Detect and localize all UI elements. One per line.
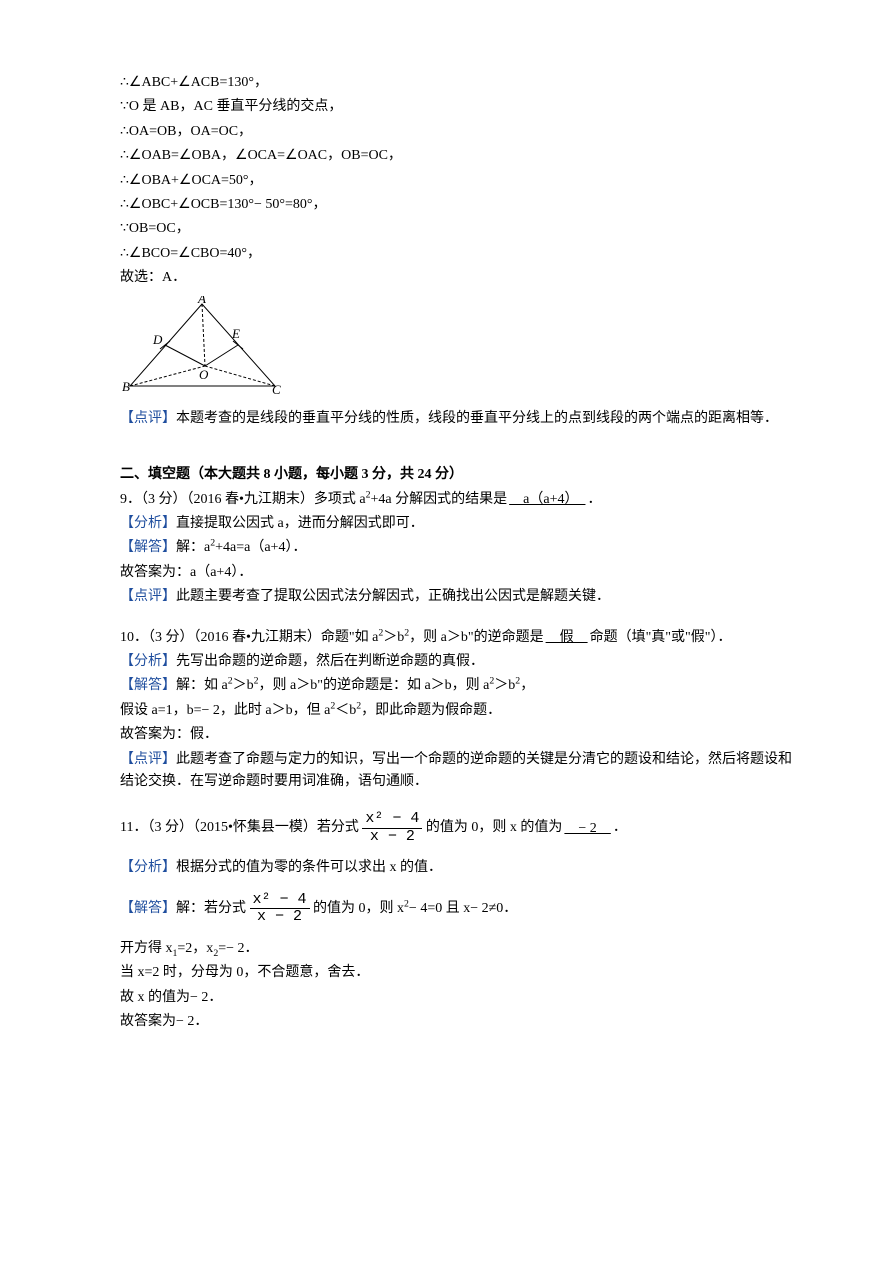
- q10-blank: 假: [544, 630, 590, 645]
- q10-answer-2: 假设 a=1，b=− 2，此时 a＞b，但 a2＜b2，即此命题为假命题．: [120, 700, 792, 722]
- q8-step-6: ∴∠OBC+∠OCB=130°− 50°=80°，: [120, 194, 792, 216]
- document-page: ∴∠ABC+∠ACB=130°， ∵O 是 AB，AC 垂直平分线的交点， ∴O…: [0, 0, 892, 1095]
- q8-step-1: ∴∠ABC+∠ACB=130°，: [120, 72, 792, 94]
- q9-answer-1: 【解答】解：a2+4a=a（a+4）．: [120, 537, 792, 559]
- answer-label: 【解答】: [120, 678, 176, 693]
- q9-analysis: 【分析】直接提取公因式 a，进而分解因式即可．: [120, 513, 792, 535]
- vertex-B-label: B: [122, 379, 130, 394]
- fraction-1: x² − 4 x − 2: [362, 811, 422, 845]
- q8-step-5: ∴∠OBA+∠OCA=50°，: [120, 170, 792, 192]
- triangle-figure: A B C D E O: [120, 296, 792, 404]
- q8-step-2: ∵O 是 AB，AC 垂直平分线的交点，: [120, 96, 792, 118]
- q10-answer-1: 【解答】解：如 a2＞b2，则 a＞b"的逆命题是：如 a＞b，则 a2＞b2，: [120, 675, 792, 697]
- q10-answer-3: 故答案为：假．: [120, 724, 792, 746]
- q10-analysis: 【分析】先写出命题的逆命题，然后在判断逆命题的真假．: [120, 651, 792, 673]
- q11-answer-5: 故 x 的值为− 2．: [120, 987, 792, 1009]
- analysis-label: 【分析】: [120, 516, 176, 531]
- q11-blank: − 2: [562, 821, 612, 836]
- answer-label: 【解答】: [120, 540, 176, 555]
- q11-stem: 11．（3 分）（2015•怀集县一模）若分式 x² − 4 x − 2 的值为…: [120, 811, 792, 845]
- q8-comment: 【点评】本题考查的是线段的垂直平分线的性质，线段的垂直平分线上的点到线段的两个端…: [120, 408, 792, 430]
- q9-blank: a（a+4）: [507, 492, 587, 507]
- q8-step-7: ∵OB=OC，: [120, 218, 792, 240]
- q10-comment: 【点评】此题考查了命题与定力的知识，写出一个命题的逆命题的关键是分清它的题设和结…: [120, 749, 792, 794]
- q9-comment: 【点评】此题主要考查了提取公因式法分解因式，正确找出公因式是解题关键．: [120, 586, 792, 608]
- section-2-title: 二、填空题（本大题共 8 小题，每小题 3 分，共 24 分）: [120, 464, 792, 486]
- q8-step-3: ∴OA=OB，OA=OC，: [120, 121, 792, 143]
- comment-label: 【点评】: [120, 589, 176, 604]
- q8-step-8: ∴∠BCO=∠CBO=40°，: [120, 243, 792, 265]
- vertex-A-label: A: [197, 296, 206, 306]
- answer-label: 【解答】: [120, 901, 176, 916]
- fraction-2: x² − 4 x − 2: [250, 892, 310, 926]
- q9-answer-2: 故答案为：a（a+4）．: [120, 562, 792, 584]
- q8-step-4: ∴∠OAB=∠OBA，∠OCA=∠OAC，OB=OC，: [120, 145, 792, 167]
- analysis-label: 【分析】: [120, 654, 176, 669]
- q11-answer-4: 当 x=2 时，分母为 0，不合题意，舍去．: [120, 962, 792, 984]
- q11-answer-1: 【解答】解：若分式 x² − 4 x − 2 的值为 0，则 x2− 4=0 且…: [120, 892, 792, 926]
- q10-stem: 10．（3 分）（2016 春•九江期末）命题"如 a2＞b2，则 a＞b"的逆…: [120, 627, 792, 649]
- comment-label: 【点评】: [120, 411, 176, 426]
- q11-analysis: 【分析】根据分式的值为零的条件可以求出 x 的值．: [120, 857, 792, 879]
- comment-text: 本题考查的是线段的垂直平分线的性质，线段的垂直平分线上的点到线段的两个端点的距离…: [176, 411, 778, 426]
- analysis-label: 【分析】: [120, 860, 176, 875]
- point-D-label: D: [152, 332, 163, 347]
- q9-stem: 9．（3 分）（2016 春•九江期末）多项式 a2+4a 分解因式的结果是 a…: [120, 489, 792, 511]
- point-E-label: E: [231, 326, 240, 341]
- comment-label: 【点评】: [120, 752, 176, 767]
- q11-answer-3: 开方得 x1=2，x2=− 2．: [120, 938, 792, 960]
- vertex-C-label: C: [272, 382, 281, 396]
- q8-conclusion: 故选：A．: [120, 267, 792, 289]
- q11-answer-6: 故答案为− 2．: [120, 1011, 792, 1033]
- point-O-label: O: [199, 367, 209, 382]
